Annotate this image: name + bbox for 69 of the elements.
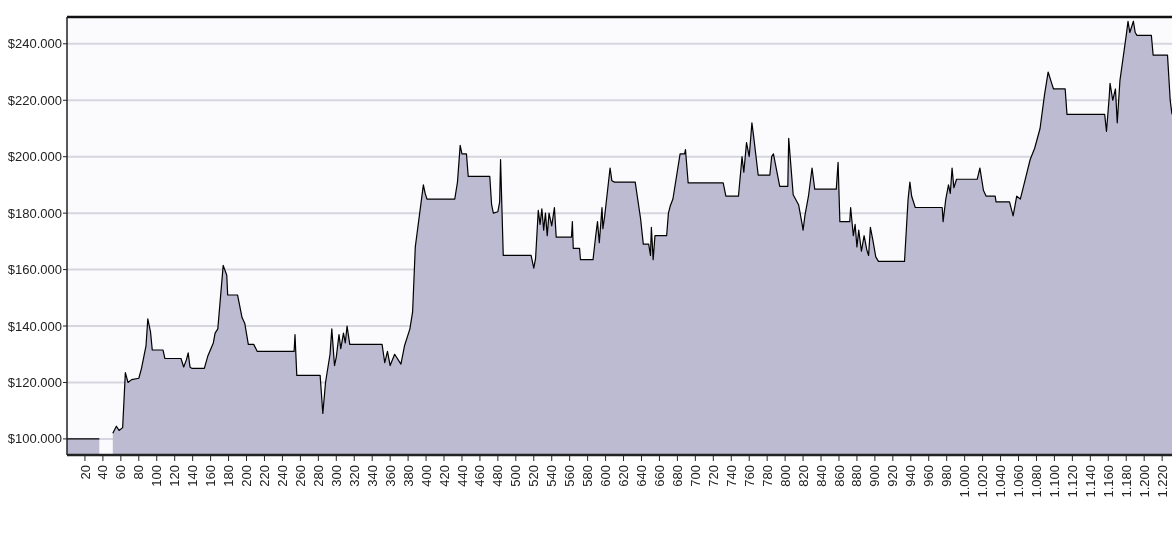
x-tick-label: 140 <box>185 465 201 487</box>
y-tick-label: $240.000 <box>7 36 62 52</box>
x-tick-label: 480 <box>490 465 506 487</box>
x-tick-label: 260 <box>292 465 308 487</box>
x-tick-label: 420 <box>436 465 452 487</box>
x-tick-label: 580 <box>580 465 596 487</box>
x-tick-label: 920 <box>885 465 901 487</box>
y-tick-label: $160.000 <box>7 262 62 278</box>
y-tick-label: $120.000 <box>7 375 62 391</box>
x-tick-label: 1.140 <box>1082 465 1098 498</box>
x-tick-label: 740 <box>723 465 739 487</box>
y-tick-label: $140.000 <box>7 318 62 334</box>
x-tick-label: 1.080 <box>1029 465 1045 498</box>
x-tick-label: 780 <box>759 465 775 487</box>
x-tick-label: 1.040 <box>993 465 1009 498</box>
x-tick-label: 460 <box>472 465 488 487</box>
y-tick-label: $220.000 <box>7 92 62 108</box>
x-tick-label: 600 <box>598 465 614 487</box>
x-tick-label: 80 <box>131 465 147 480</box>
x-tick-label: 840 <box>813 465 829 487</box>
x-tick-label: 1.120 <box>1064 465 1080 498</box>
x-tick-label: 860 <box>831 465 847 487</box>
x-tick-label: 660 <box>652 465 667 487</box>
y-tick-label: $100.000 <box>7 431 62 447</box>
x-tick-label: 400 <box>418 465 434 487</box>
x-tick-label: 120 <box>167 465 183 487</box>
y-tick-label: $200.000 <box>7 149 62 165</box>
x-tick-label: 620 <box>616 465 632 487</box>
x-tick-label: 720 <box>705 465 721 487</box>
x-tick-label: 1.200 <box>1136 465 1152 498</box>
x-tick-label: 520 <box>526 465 542 487</box>
x-tick-label: 1.180 <box>1118 465 1134 498</box>
x-tick-label: 440 <box>454 465 470 487</box>
x-tick-label: 880 <box>849 465 865 487</box>
x-tick-label: 320 <box>346 465 362 487</box>
x-tick-label: 680 <box>669 465 685 487</box>
x-tick-label: 160 <box>203 465 219 487</box>
x-tick-label: 300 <box>328 465 344 487</box>
x-tick-label: 940 <box>903 465 919 487</box>
x-tick-label: 760 <box>741 465 757 487</box>
x-tick-label: 1.000 <box>957 465 973 498</box>
x-tick-label: 1.020 <box>975 465 991 498</box>
x-tick-label: 540 <box>544 465 560 487</box>
x-tick-label: 980 <box>939 465 955 487</box>
x-tick-label: 900 <box>867 465 883 487</box>
x-tick-label: 640 <box>634 465 650 487</box>
x-tick-label: 20 <box>77 465 93 480</box>
x-tick-label: 800 <box>777 465 793 487</box>
x-tick-label: 180 <box>221 465 237 487</box>
x-tick-label: 240 <box>274 465 290 487</box>
x-tick-label: 340 <box>364 465 380 487</box>
x-tick-label: 200 <box>239 465 255 487</box>
x-tick-label: 1.220 <box>1154 465 1170 498</box>
x-tick-label: 40 <box>95 465 111 480</box>
x-tick-label: 1.100 <box>1046 465 1062 498</box>
x-tick-label: 560 <box>562 465 578 487</box>
x-tick-label: 380 <box>400 465 416 487</box>
x-tick-label: 960 <box>921 465 937 487</box>
x-tick-label: 1.060 <box>1011 465 1027 498</box>
x-tick-label: 700 <box>687 465 703 487</box>
x-tick-label: 1.160 <box>1100 465 1116 498</box>
x-tick-label: 100 <box>149 465 165 487</box>
x-tick-label: 280 <box>310 465 326 487</box>
x-tick-label: 500 <box>508 465 524 487</box>
x-tick-label: 360 <box>382 465 398 487</box>
x-tick-label: 60 <box>113 465 129 480</box>
x-tick-label: 820 <box>795 465 811 487</box>
y-tick-label: $180.000 <box>7 205 62 221</box>
x-tick-label: 220 <box>257 465 273 487</box>
